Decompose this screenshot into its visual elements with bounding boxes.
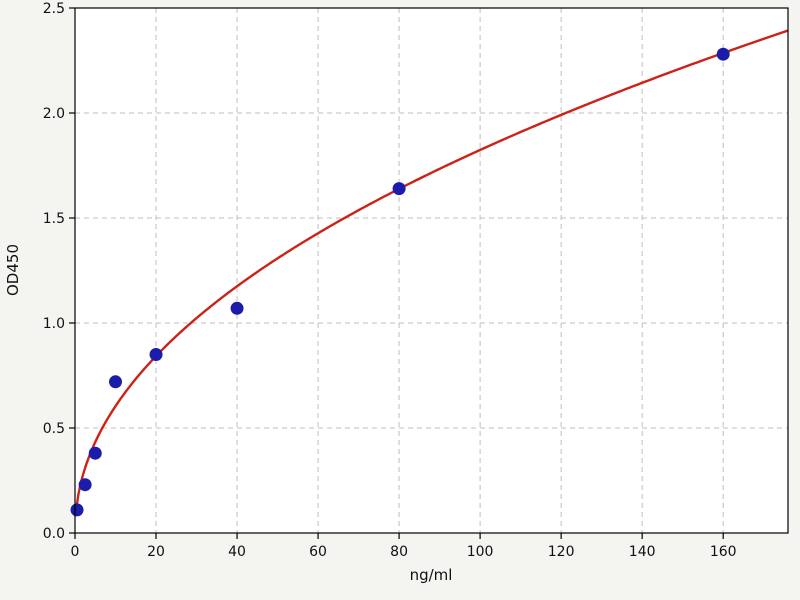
data-point	[78, 478, 92, 492]
data-point	[392, 182, 406, 196]
y-tick-label: 0.5	[43, 421, 65, 437]
data-layer	[70, 29, 789, 517]
fit-curve	[75, 29, 789, 509]
plot-frame	[74, 7, 789, 534]
y-tick-label: 0.0	[43, 526, 65, 542]
data-point	[149, 348, 163, 361]
axis-ticks: 0 20 40 60 80 100 120 140 160 0.0 0.5 1.0 1.5 2.0 2.5	[43, 1, 737, 560]
plot-border	[74, 7, 789, 534]
data-point	[109, 375, 123, 389]
data-point	[88, 446, 102, 460]
x-tick-label: 20	[147, 544, 165, 560]
plot-background	[75, 8, 788, 533]
y-axis-label: OD450	[4, 244, 22, 296]
x-tick-label: 160	[710, 544, 737, 560]
x-axis-label: ng/ml	[410, 566, 453, 584]
x-tick-label: 120	[548, 544, 575, 560]
x-tick-label: 140	[629, 544, 656, 560]
y-tick-label: 2.0	[43, 106, 65, 122]
plot-area	[75, 8, 788, 533]
data-point	[70, 503, 84, 517]
y-tick-label: 1.5	[43, 211, 65, 227]
x-tick-label: 60	[309, 544, 327, 560]
x-tick-label: 80	[390, 544, 408, 560]
y-tick-label: 2.5	[43, 1, 65, 17]
data-point	[716, 47, 730, 61]
y-tick-label: 1.0	[43, 316, 65, 332]
data-point	[230, 301, 244, 315]
x-tick-label: 0	[71, 544, 80, 560]
x-tick-label: 100	[467, 544, 494, 560]
x-tick-label: 40	[228, 544, 246, 560]
